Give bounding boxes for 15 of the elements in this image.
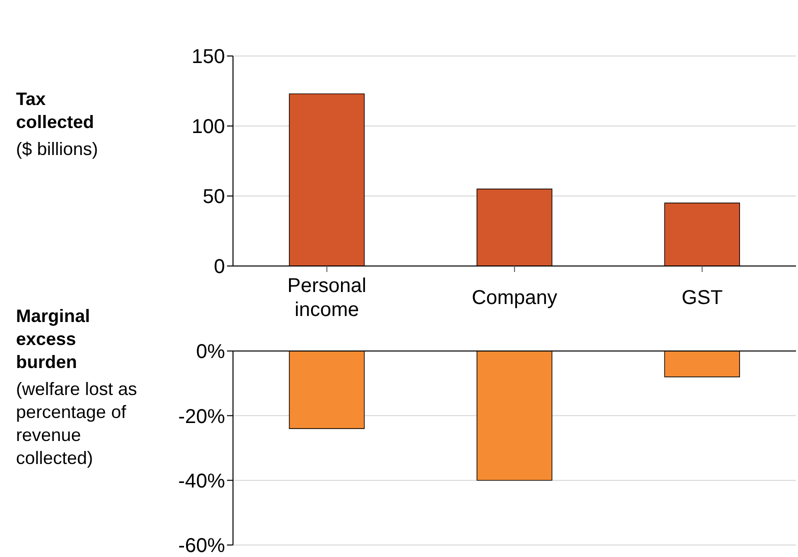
- x-tick-label: Personal income: [287, 275, 366, 321]
- text: (welfare lost as percentage of revenue collected): [16, 378, 138, 470]
- text: Tax collected: [16, 88, 96, 134]
- y-tick-label: -20%: [178, 406, 226, 428]
- text: ($ billions): [16, 138, 100, 161]
- y-tick-label: 50: [202, 186, 225, 208]
- y-tick-label: -40%: [178, 470, 226, 492]
- y-tick-label: 0: [214, 256, 225, 278]
- y-tick-label: 100: [192, 116, 225, 138]
- y-tick-label: -60%: [178, 535, 226, 557]
- y-tick-label: 0%: [196, 341, 226, 364]
- x-tick-label: Company: [472, 287, 558, 309]
- y-tick-label: 150: [192, 46, 225, 68]
- x-tick-label: GST: [682, 287, 723, 309]
- text: Marginal excess burden: [16, 305, 92, 374]
